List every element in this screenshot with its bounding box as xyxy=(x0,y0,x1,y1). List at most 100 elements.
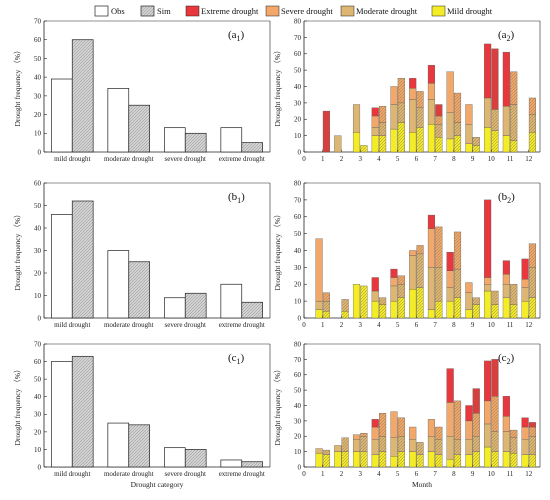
obs-moderate-segment-month-5 xyxy=(390,285,398,302)
sim-hatch-overlay xyxy=(510,104,518,141)
x-tick-label: 5 xyxy=(396,470,400,478)
y-tick-label: 50 xyxy=(294,67,302,75)
y-tick-label: 50 xyxy=(294,230,302,238)
sim-hatch-overlay xyxy=(529,454,536,467)
x-tick-label: extreme drought xyxy=(219,470,265,478)
obs-bar-moderate-drought xyxy=(107,88,130,153)
sim-hatch-overlay xyxy=(529,132,536,152)
obs-moderate-segment-month-5 xyxy=(390,437,398,457)
x-tick-label: moderate drought xyxy=(104,321,154,329)
sim-hatch-overlay xyxy=(379,106,386,123)
legend-extreme-label: Extreme drought xyxy=(201,6,259,16)
obs-severe-segment-month-12 xyxy=(521,279,529,288)
x-tick-label: 6 xyxy=(415,321,419,329)
sim-hatch-overlay xyxy=(323,111,330,152)
sim-hatch-overlay xyxy=(416,91,424,108)
x-tick-label: moderate drought xyxy=(104,470,154,478)
obs-extreme-segment-month-11 xyxy=(502,396,510,417)
y-tick-label: 30 xyxy=(34,247,42,255)
obs-severe-segment-month-6 xyxy=(409,250,417,256)
x-tick-label: 11 xyxy=(507,321,514,329)
obs-severe-segment-month-5 xyxy=(390,411,398,438)
y-tick-label: 40 xyxy=(34,74,42,82)
y-tick-label: 40 xyxy=(294,83,302,91)
sim-hatch-overlay xyxy=(397,297,405,318)
x-tick-label: 0 xyxy=(302,321,306,329)
obs-mild-segment-month-9 xyxy=(465,309,473,319)
y-axis-label: Drought frequency （%） xyxy=(273,47,282,127)
sim-hatch-overlay xyxy=(341,299,349,312)
y-tick-label: 20 xyxy=(34,111,42,119)
obs-severe-segment-month-8 xyxy=(446,270,454,288)
sim-hatch-overlay xyxy=(510,437,518,454)
x-tick-label: severe drought xyxy=(165,321,206,329)
obs-moderate-segment-month-4 xyxy=(371,439,379,455)
obs-moderate-segment-month-1 xyxy=(315,300,323,310)
x-tick-label: 0 xyxy=(302,155,306,163)
y-tick-label: 30 xyxy=(294,264,302,272)
obs-severe-segment-month-11 xyxy=(502,273,510,285)
obs-severe-segment-month-6 xyxy=(409,426,417,440)
y-axis-label: Drought frequency （%） xyxy=(13,211,22,291)
sim-hatch-overlay xyxy=(435,124,443,138)
legend-severe-label: Severe drought xyxy=(281,6,333,16)
obs-extreme-segment-month-8 xyxy=(446,368,454,403)
sim-bar-extreme-drought xyxy=(241,461,264,468)
y-tick-label: 60 xyxy=(294,50,302,58)
sim-hatch-overlay xyxy=(379,413,386,437)
sim-hatch-overlay xyxy=(435,104,443,116)
obs-extreme-segment-month-9 xyxy=(465,405,473,422)
legend-extreme: Extreme drought xyxy=(185,5,259,17)
sim-hatch-overlay xyxy=(529,114,536,133)
sim-hatch-overlay xyxy=(397,284,405,298)
obs-moderate-segment-month-10 xyxy=(484,97,492,128)
legend-mild: Mild drought xyxy=(431,5,493,17)
obs-moderate-segment-month-7 xyxy=(427,267,435,310)
x-tick-label: 11 xyxy=(507,470,514,478)
obs-severe-segment-month-4 xyxy=(371,115,379,128)
obs-bar-mild-drought xyxy=(50,78,73,153)
sim-hatch-overlay xyxy=(454,400,461,440)
obs-severe-segment-month-9 xyxy=(465,104,473,125)
obs-moderate-segment-month-11 xyxy=(502,105,510,136)
obs-mild-segment-month-11 xyxy=(502,451,510,468)
sim-bar-severe-drought xyxy=(184,292,207,319)
obs-bar-extreme-drought xyxy=(220,459,243,468)
obs-mild-segment-month-5 xyxy=(390,456,398,468)
legend-obs-label: Obs xyxy=(111,6,125,16)
sim-hatch-overlay xyxy=(529,267,536,298)
legend-mild-label: Mild drought xyxy=(447,6,493,16)
sim-hatch-overlay xyxy=(491,359,499,397)
sim-bar-mild-drought xyxy=(71,355,94,468)
sim-hatch-overlay xyxy=(397,102,405,123)
obs-moderate-segment-month-6 xyxy=(409,255,417,290)
sim-hatch-overlay xyxy=(360,433,368,437)
obs-moderate-segment-month-12 xyxy=(521,439,529,455)
sim-hatch-overlay xyxy=(454,297,461,318)
y-tick-label: 30 xyxy=(34,411,42,419)
sim-hatch-overlay xyxy=(510,430,518,438)
obs-extreme-segment-month-10 xyxy=(484,199,492,278)
obs-moderate-segment-month-7 xyxy=(427,436,435,452)
chart-a1: 0 10 20 30 40 50 60 70 Drought frequency （%） mild… xyxy=(13,17,271,163)
y-tick-label: 10 xyxy=(294,132,302,140)
obs-extreme-segment-month-10 xyxy=(484,43,492,99)
chart-c1: 0 10 20 30 40 50 60 70 Drought frequency （%） mild… xyxy=(13,340,271,489)
y-axis-label: Drought frequency （%） xyxy=(13,366,22,446)
x-tick-label: 10 xyxy=(488,155,496,163)
y-tick-label: 60 xyxy=(294,371,302,379)
sim-hatch-overlay xyxy=(454,269,461,298)
sim-hatch-overlay xyxy=(379,135,386,152)
legend-sim: Sim xyxy=(140,5,171,17)
obs-mild-segment-month-1 xyxy=(315,452,323,468)
obs-mild-segment-month-7 xyxy=(427,309,435,319)
sim-hatch-overlay xyxy=(472,304,480,318)
obs-moderate-segment-month-12 xyxy=(521,287,529,302)
sim-hatch-overlay xyxy=(435,137,443,152)
obs-bar-mild-drought xyxy=(50,214,73,319)
obs-extreme-segment-month-5 xyxy=(390,268,398,278)
sim-hatch-overlay xyxy=(472,451,480,467)
obs-mild-segment-month-6 xyxy=(409,451,417,468)
y-tick-label: 70 xyxy=(34,17,42,25)
